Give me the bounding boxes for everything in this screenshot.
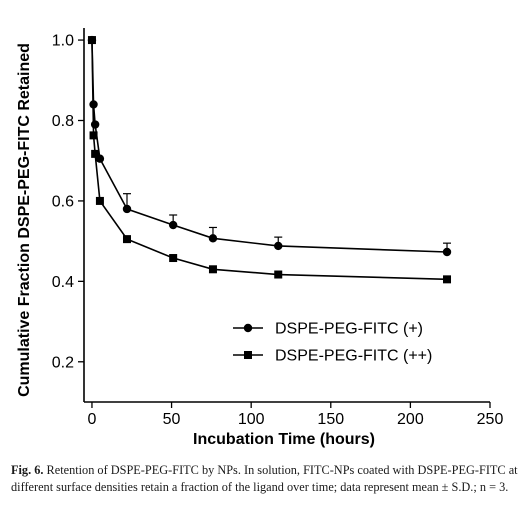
data-point: [87, 36, 96, 45]
series-line: [91, 40, 448, 281]
data-point: [274, 270, 283, 279]
y-tick-label: 0.2: [52, 354, 74, 371]
y-axis-title: Cumulative Fraction DSPE-PEG-FITC Retain…: [16, 43, 33, 397]
x-tick-label: 0: [88, 411, 97, 428]
data-point: [274, 241, 283, 251]
legend-marker: [244, 351, 252, 359]
series-line: [91, 40, 448, 253]
data-point: [91, 149, 100, 158]
x-tick-label: 200: [397, 411, 424, 428]
data-point: [442, 247, 452, 257]
caption-label: Fig. 6.: [11, 463, 44, 477]
legend-label: DSPE-PEG-FITC (++): [275, 348, 432, 365]
caption-text: Retention of DSPE-PEG-FITC by NPs. In so…: [11, 463, 518, 494]
data-point: [169, 254, 178, 263]
data-point: [168, 220, 178, 230]
x-tick-label: 250: [477, 411, 504, 428]
data-point: [95, 196, 104, 205]
y-tick-label: 0.6: [52, 193, 74, 210]
data-point: [443, 275, 452, 284]
x-tick-label: 100: [238, 411, 265, 428]
legend-entry-2: DSPE-PEG-FITC (++): [233, 348, 432, 365]
series-2: [87, 36, 452, 284]
data-point: [208, 234, 218, 243]
y-tick-label: 0.4: [52, 274, 74, 291]
legend-entry-1: DSPE-PEG-FITC (+): [233, 321, 423, 338]
x-axis-title: Incubation Time (hours): [193, 431, 375, 448]
series-layer: [87, 35, 452, 284]
data-point: [90, 120, 100, 129]
figure-caption: Fig. 6. Retention of DSPE-PEG-FITC by NP…: [11, 462, 519, 496]
axes: 0 50 100 150 200 250 0.2 0.4 0.6 0.8 1.0: [52, 28, 504, 428]
y-tick-label: 0.8: [52, 113, 74, 130]
y-tick-label: 1.0: [52, 33, 74, 50]
data-point: [122, 204, 132, 214]
data-point: [122, 235, 131, 244]
data-point: [208, 265, 217, 274]
x-tick-label: 150: [317, 411, 344, 428]
series-1: [87, 35, 452, 257]
legend: DSPE-PEG-FITC (+) DSPE-PEG-FITC (++): [233, 321, 432, 365]
chart: 0 50 100 150 200 250 0.2 0.4 0.6 0.8 1.0 DSPE-PEG-…: [16, 28, 504, 448]
data-point: [89, 131, 98, 140]
legend-marker: [243, 323, 253, 333]
legend-label: DSPE-PEG-FITC (+): [275, 321, 423, 338]
x-tick-label: 50: [163, 411, 181, 428]
